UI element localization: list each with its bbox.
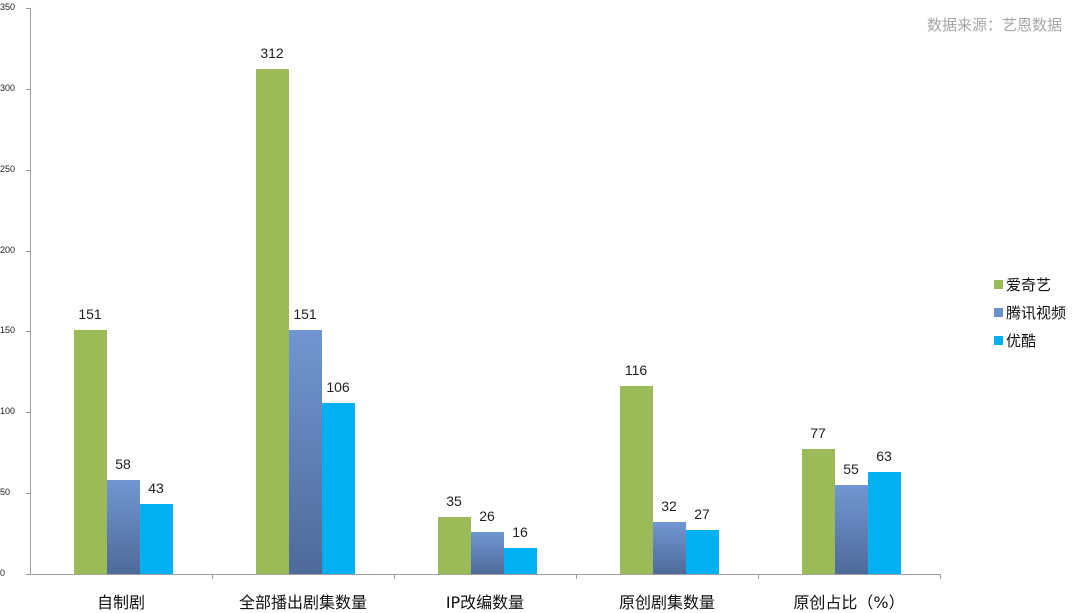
x-tick-mark bbox=[576, 574, 577, 579]
bar-优酷 bbox=[503, 548, 537, 574]
bar-腾讯视频 bbox=[834, 485, 868, 574]
legend-item: 优酷 bbox=[994, 326, 1066, 354]
data-label: 32 bbox=[661, 498, 677, 515]
data-label: 35 bbox=[446, 493, 462, 510]
x-axis bbox=[30, 574, 940, 575]
data-label: 77 bbox=[810, 425, 826, 442]
data-label: 26 bbox=[479, 507, 495, 524]
bar-优酷 bbox=[685, 530, 719, 574]
legend: 爱奇艺 腾讯视频 优酷 bbox=[994, 270, 1066, 354]
y-tick-label: 50 bbox=[0, 487, 11, 498]
y-tick-label: 0 bbox=[0, 568, 6, 578]
bar-优酷 bbox=[321, 402, 355, 574]
data-label: 16 bbox=[512, 524, 528, 541]
data-label: 55 bbox=[843, 461, 859, 478]
y-tick-mark bbox=[26, 331, 31, 333]
data-label: 63 bbox=[876, 448, 892, 465]
bar-爱奇艺 bbox=[801, 449, 835, 574]
data-label: 58 bbox=[115, 456, 131, 473]
x-tick-label: 原创剧集数量 bbox=[618, 593, 715, 612]
x-tick-mark bbox=[394, 574, 395, 579]
bar-优酷 bbox=[867, 472, 901, 574]
source-note: 数据来源：艺恩数据 bbox=[926, 16, 1062, 34]
bar-优酷 bbox=[139, 504, 173, 574]
x-tick-mark bbox=[758, 574, 759, 579]
x-tick-label: 自制剧 bbox=[96, 593, 145, 612]
data-label: 312 bbox=[260, 45, 284, 62]
x-tick-label: 原创占比（%） bbox=[793, 593, 905, 612]
data-label: 43 bbox=[148, 480, 164, 497]
y-tick-label: 100 bbox=[0, 406, 16, 417]
y-tick-label: 200 bbox=[0, 244, 16, 255]
data-label: 151 bbox=[78, 305, 102, 322]
x-tick-label: IP改编数量 bbox=[445, 593, 525, 612]
legend-swatch-icon bbox=[994, 335, 1003, 345]
bar-腾讯视频 bbox=[652, 522, 686, 574]
y-tick-label: 250 bbox=[0, 163, 16, 174]
y-tick-mark bbox=[26, 88, 31, 90]
y-tick-mark bbox=[26, 493, 31, 495]
data-label: 116 bbox=[624, 362, 648, 379]
legend-item: 腾讯视频 bbox=[994, 298, 1066, 326]
legend-item: 爱奇艺 bbox=[994, 270, 1066, 298]
y-tick-mark bbox=[26, 8, 31, 9]
x-tick-mark bbox=[940, 574, 941, 579]
y-axis bbox=[30, 8, 31, 575]
y-tick-mark bbox=[26, 574, 31, 575]
y-tick-label: 350 bbox=[0, 2, 16, 12]
data-label: 151 bbox=[293, 305, 317, 322]
y-tick-label: 150 bbox=[0, 325, 16, 336]
legend-label: 腾讯视频 bbox=[1006, 303, 1067, 322]
x-tick-label: 全部播出剧集数量 bbox=[238, 593, 367, 612]
bar-爱奇艺 bbox=[73, 329, 107, 574]
bar-腾讯视频 bbox=[106, 480, 140, 574]
y-tick-label: 300 bbox=[0, 82, 16, 93]
legend-label: 优酷 bbox=[1006, 331, 1037, 350]
y-tick-mark bbox=[26, 169, 31, 171]
data-label: 106 bbox=[326, 378, 350, 395]
bar-爱奇艺 bbox=[619, 386, 653, 574]
y-tick-mark bbox=[26, 412, 31, 414]
bar-腾讯视频 bbox=[470, 531, 504, 574]
bar-爱奇艺 bbox=[255, 69, 289, 574]
x-tick-mark bbox=[212, 574, 213, 579]
legend-swatch-icon bbox=[994, 307, 1003, 317]
data-label: 27 bbox=[694, 506, 710, 523]
legend-swatch-icon bbox=[994, 279, 1003, 289]
y-tick-mark bbox=[26, 250, 31, 252]
bar-爱奇艺 bbox=[437, 517, 471, 574]
legend-label: 爱奇艺 bbox=[1006, 275, 1052, 294]
bar-腾讯视频 bbox=[288, 329, 322, 574]
